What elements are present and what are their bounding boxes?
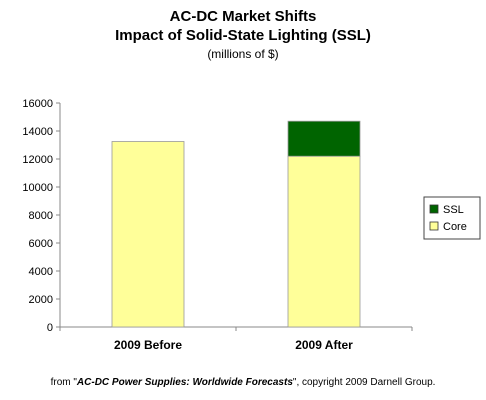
chart-title: AC-DC Market Shifts bbox=[169, 8, 317, 25]
legend-box bbox=[423, 196, 481, 240]
x-category-label: 2009 Before bbox=[114, 338, 182, 352]
footer-prefix: from " bbox=[50, 377, 77, 388]
y-tick-label: 10000 bbox=[22, 182, 53, 194]
y-tick-label: 2000 bbox=[29, 294, 53, 306]
legend-swatch-ssl bbox=[429, 204, 439, 214]
y-tick-label: 0 bbox=[47, 322, 53, 334]
y-tick-label: 14000 bbox=[22, 126, 53, 138]
y-tick-label: 4000 bbox=[29, 266, 53, 278]
chart-units: (millions of $) bbox=[207, 47, 279, 61]
footer-suffix: ", copyright 2009 Darnell Group. bbox=[292, 377, 436, 388]
bar-core-1 bbox=[111, 141, 185, 328]
footer-source: AC-DC Power Supplies: Worldwide Forecast… bbox=[76, 377, 293, 388]
x-category-label: 2009 After bbox=[295, 338, 353, 352]
chart-subtitle: Impact of Solid-State Lighting (SSL) bbox=[115, 27, 371, 44]
y-tick-label: 6000 bbox=[29, 238, 53, 250]
bar-core-2 bbox=[287, 155, 361, 328]
legend-label-core: Core bbox=[443, 221, 467, 233]
legend-label-ssl: SSL bbox=[443, 204, 464, 216]
bar-ssl-2 bbox=[287, 120, 361, 157]
y-tick-label: 12000 bbox=[22, 154, 53, 166]
y-tick-label: 8000 bbox=[29, 210, 53, 222]
y-tick-label: 16000 bbox=[22, 98, 53, 110]
source-footer: from "AC-DC Power Supplies: Worldwide Fo… bbox=[0, 377, 486, 388]
legend-swatch-core bbox=[429, 221, 439, 231]
